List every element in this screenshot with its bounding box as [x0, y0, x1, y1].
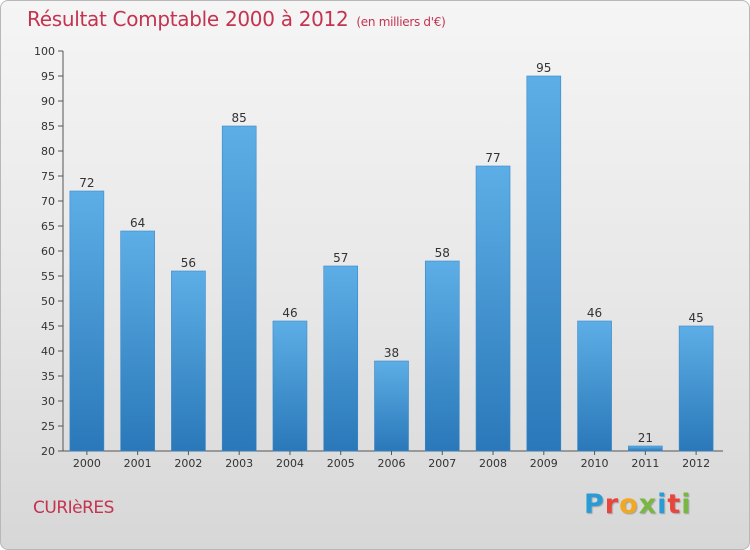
y-tick-label: 75 — [41, 170, 55, 183]
y-tick-label: 65 — [41, 220, 55, 233]
bar-2009 — [526, 75, 562, 452]
x-tick-label-2006: 2006 — [378, 457, 406, 470]
x-tick-label-2005: 2005 — [327, 457, 355, 470]
x-tick-label-2009: 2009 — [530, 457, 558, 470]
x-tick-label-2004: 2004 — [276, 457, 304, 470]
y-tick-label: 85 — [41, 120, 55, 133]
data-label-2011: 21 — [638, 431, 653, 445]
data-label-2009: 95 — [536, 61, 551, 75]
bar-2005 — [323, 265, 359, 452]
y-tick-label: 20 — [41, 445, 55, 458]
bar-2003 — [221, 125, 257, 452]
logo-letter: r — [604, 489, 620, 520]
bar-2004 — [272, 320, 308, 452]
x-tick-label-2007: 2007 — [428, 457, 456, 470]
y-tick-label: 90 — [41, 95, 55, 108]
data-label-2002: 56 — [181, 256, 196, 270]
x-tick-label-2001: 2001 — [124, 457, 152, 470]
bar-2007 — [424, 260, 460, 452]
bar-2008 — [475, 165, 511, 452]
y-tick-label: 25 — [41, 420, 55, 433]
data-label-2003: 85 — [232, 111, 247, 125]
data-label-2010: 46 — [587, 306, 602, 320]
y-tick-label: 30 — [41, 395, 55, 408]
y-tick-label: 45 — [41, 320, 55, 333]
bar-2000 — [69, 190, 105, 452]
x-tick-label-2008: 2008 — [479, 457, 507, 470]
data-label-2001: 64 — [130, 216, 145, 230]
y-tick-label: 100 — [34, 45, 55, 58]
data-label-2012: 45 — [688, 311, 703, 325]
x-tick-label-2011: 2011 — [631, 457, 659, 470]
x-tick-label-2012: 2012 — [682, 457, 710, 470]
chart-title: Résultat Comptable 2000 à 2012 (en millie… — [27, 7, 446, 31]
y-tick-label: 50 — [41, 295, 55, 308]
data-label-2006: 38 — [384, 346, 399, 360]
bar-2001 — [120, 230, 155, 452]
x-tick-label-2000: 2000 — [73, 457, 101, 470]
proxiti-logo: Proxiti — [584, 489, 692, 520]
chart-title-text: Résultat Comptable 2000 à 2012 — [27, 7, 349, 31]
bar-2002 — [171, 270, 206, 452]
logo-letter: o — [619, 489, 639, 520]
y-tick-label: 60 — [41, 245, 55, 258]
x-tick-label-2003: 2003 — [225, 457, 253, 470]
logo-letter: t — [667, 489, 682, 520]
x-tick-label-2002: 2002 — [174, 457, 202, 470]
logo-letter: i — [681, 489, 692, 520]
y-tick-label: 70 — [41, 195, 55, 208]
data-label-2000: 72 — [79, 176, 94, 190]
data-label-2007: 58 — [435, 246, 450, 260]
commune-name: CURIèRES — [33, 498, 114, 518]
bar-2012 — [678, 325, 714, 452]
y-tick-label: 80 — [41, 145, 55, 158]
y-tick-label: 40 — [41, 345, 55, 358]
logo-letter: x — [638, 489, 658, 520]
bar-2011 — [628, 445, 663, 452]
chart-subtitle: (en milliers d'€) — [356, 15, 446, 29]
y-tick-label: 95 — [41, 70, 55, 83]
logo-letter: P — [584, 489, 605, 520]
bar-2006 — [374, 360, 409, 452]
logo-letter: i — [657, 489, 668, 520]
bar-2010 — [577, 320, 612, 452]
y-tick-label: 55 — [41, 270, 55, 283]
x-tick-label-2010: 2010 — [581, 457, 609, 470]
data-label-2008: 77 — [485, 151, 500, 165]
data-label-2005: 57 — [333, 251, 348, 265]
y-tick-label: 35 — [41, 370, 55, 383]
data-label-2004: 46 — [282, 306, 297, 320]
